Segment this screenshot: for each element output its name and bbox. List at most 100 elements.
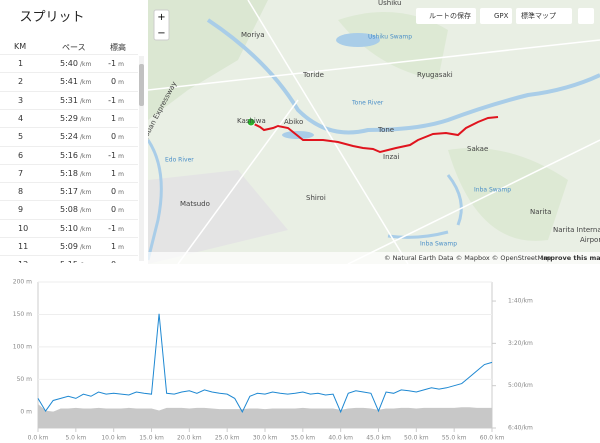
elev: 1 [111, 113, 117, 123]
map-label: Matsudo [180, 200, 210, 208]
elev: 0 [111, 187, 117, 197]
gpx-label: GPX [494, 12, 509, 20]
y2-tick-label: 1:40/km [508, 298, 533, 305]
split-row: 2 5:41/km 0 m [0, 72, 138, 91]
improve-map[interactable]: Improve this map [541, 254, 600, 262]
pace: 5:16 [60, 150, 78, 160]
pace-unit: /km [80, 262, 91, 263]
elev: -1 [108, 150, 117, 160]
zoom-control[interactable] [153, 9, 170, 41]
map-label: Narita [530, 208, 551, 216]
pace-unit: /km [79, 170, 92, 178]
map-label: Inba Swamp [474, 187, 511, 194]
pace-unit: /km [79, 61, 92, 68]
y-tick-label: 200 m [13, 279, 32, 286]
zoom-in[interactable]: + [157, 12, 165, 23]
x-tick-label: 30.0 km [253, 435, 278, 442]
km: 2 [18, 77, 24, 87]
split-row: 5 5:24/km 0 m [0, 127, 138, 146]
split-row: 6 5:16/km -1 m [0, 145, 138, 165]
map-label: Tone River [351, 100, 384, 107]
elev-unit: m [118, 115, 124, 123]
elev: 0 [111, 205, 117, 215]
map-style-button[interactable] [516, 8, 572, 24]
km: 11 [18, 242, 29, 251]
pace-unit: /km [79, 189, 92, 197]
pace-unit: /km [79, 152, 92, 160]
elev-unit: m [118, 79, 124, 87]
y-tick-label: 50 m [17, 376, 33, 383]
elev: 0 [111, 132, 117, 142]
save-route-label: ルートの保存 [429, 11, 471, 20]
split-row: 3 5:31/km -1 m [0, 90, 138, 110]
pace: 5:40 [60, 59, 78, 68]
save-route-button[interactable] [416, 8, 476, 24]
km: 6 [18, 150, 24, 160]
map-label: Sakae [467, 145, 488, 153]
zoom-out[interactable]: − [157, 28, 165, 39]
map-label: Ryugasaki [417, 71, 453, 79]
elev-unit: m [118, 97, 124, 105]
map[interactable]: Ushiku Moriya Ushiku Swamp Toride Ryugasaki T… [148, 0, 600, 264]
map-label: Toride [302, 71, 324, 79]
map-label: Shiroi [306, 194, 326, 202]
splits-panel: スプリット KM ペース 標高 1 5:40/km -1 m 2 5:41/km 0 m 3 5:… [0, 0, 146, 263]
elev: -1 [108, 95, 117, 105]
split-row: 11 5:09/km 1 m [0, 237, 138, 256]
elev: 0 [111, 77, 117, 87]
y2-tick-label: 5:00/km [508, 382, 533, 389]
pace: 5:10 [60, 223, 78, 233]
map-label: Narita International [553, 226, 600, 234]
pace-line [37, 313, 493, 414]
pace-unit: /km [79, 79, 92, 87]
scrollbar[interactable] [139, 56, 144, 261]
pace: 5:18 [60, 168, 78, 178]
elev: 1 [111, 242, 117, 251]
km: 9 [18, 205, 24, 215]
x-tick-label: 50.0 km [404, 435, 429, 442]
elev: 0 [111, 260, 116, 263]
km: 1 [18, 59, 24, 68]
x-tick-label: 25.0 km [215, 435, 240, 442]
pace: 5:09 [60, 242, 78, 251]
pace: 5:41 [60, 77, 78, 87]
y-tick-label: 100 m [13, 343, 32, 350]
km: 10 [18, 223, 29, 233]
gpx-button[interactable] [480, 8, 512, 24]
y2-tick-label: 6:40/km [508, 425, 533, 432]
y-tick-label: 0 m [20, 408, 32, 415]
map-label: Edo River [165, 157, 194, 164]
km: 7 [18, 168, 24, 178]
elevation-area [38, 403, 492, 428]
pace-unit: /km [79, 225, 92, 233]
km: 12 [18, 260, 28, 263]
x-tick-label: 15.0 km [139, 435, 164, 442]
pace-unit: /km [79, 134, 92, 142]
x-tick-label: 35.0 km [291, 435, 316, 442]
elev-unit: m [118, 61, 124, 68]
map-style-label: 標準マップ [521, 11, 556, 20]
elev: 1 [111, 168, 117, 178]
elev-unit: m [118, 152, 124, 160]
pace: 5:08 [60, 205, 78, 215]
x-tick-label: 5.0 km [65, 435, 86, 442]
km: 8 [18, 187, 24, 197]
elev-unit: m [118, 262, 124, 263]
x-tick-label: 55.0 km [442, 435, 467, 442]
pace-unit: /km [79, 115, 92, 123]
attribution: © Natural Earth Data © Mapbox © OpenStre… [384, 254, 551, 262]
elev-unit: m [118, 134, 124, 142]
elev-unit: m [118, 207, 124, 215]
chart: 0 m 50 m 100 m 150 m 200 m 6:40/km 5:00/km 3:20… [13, 279, 533, 442]
map-label: Ushiku [378, 0, 401, 7]
km: 4 [18, 113, 24, 123]
split-row: 4 5:29/km 1 m [0, 108, 138, 128]
col-header: 標高 [110, 43, 126, 52]
x-tick-label: 0.0 km [28, 435, 49, 442]
splits-title: スプリット [19, 10, 85, 25]
elev: -1 [108, 223, 117, 233]
fullscreen-button[interactable] [578, 8, 594, 24]
x-tick-label: 45.0 km [366, 435, 391, 442]
col-header: KM [14, 42, 27, 51]
